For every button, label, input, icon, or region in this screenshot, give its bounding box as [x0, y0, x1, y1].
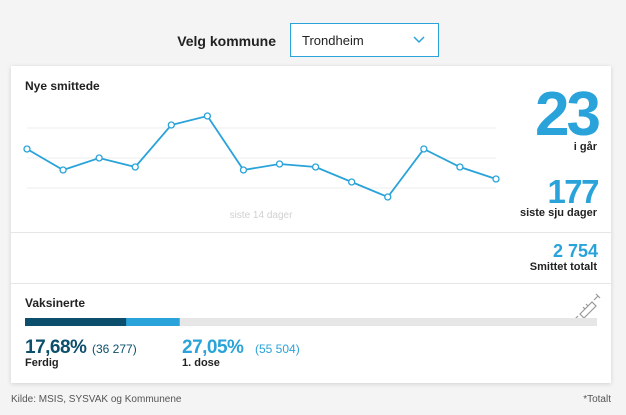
point	[239, 166, 248, 174]
source: Kilde: MSIS, SYSVAK og Kommunene	[11, 394, 182, 405]
point	[203, 112, 212, 120]
chevron[interactable]	[413, 36, 425, 44]
stat-value: 23	[535, 80, 599, 149]
point	[131, 163, 139, 171]
point	[95, 154, 103, 162]
plot	[23, 112, 500, 201]
point	[23, 145, 31, 153]
progress-track	[25, 318, 597, 326]
line	[26, 114, 497, 199]
x-axis-label: siste 14 dager	[230, 210, 293, 221]
point	[348, 178, 356, 186]
stat-value: 2 754	[553, 241, 598, 261]
selector-label: Velg kommune	[177, 33, 276, 49]
point	[167, 121, 175, 129]
section-title: Vaksinerte	[25, 296, 85, 310]
progress-bar	[25, 318, 127, 326]
point	[311, 163, 320, 171]
point	[420, 145, 428, 153]
chart-title: Nye smittede	[25, 79, 100, 93]
card	[11, 66, 611, 383]
stat-value: 177	[547, 173, 598, 210]
point	[275, 160, 284, 168]
count: (36 277)	[92, 342, 137, 356]
dropdown[interactable]: Trondheim	[290, 23, 439, 57]
point	[456, 163, 464, 171]
note: *Totalt	[583, 394, 611, 405]
dropdown-value[interactable]: Trondheim	[302, 33, 364, 48]
group-name: 1. dose	[182, 357, 220, 369]
percent: 17,68%	[25, 337, 87, 358]
group-name: Ferdig	[25, 357, 59, 369]
dropdown-box[interactable]	[290, 23, 439, 57]
point	[384, 193, 392, 201]
stat-caption: i går	[574, 141, 598, 153]
syringe-icon	[574, 293, 601, 320]
vaccination-bars	[25, 318, 180, 326]
stat-caption: Smittet totalt	[530, 261, 598, 273]
stat-caption: siste sju dager	[520, 207, 598, 219]
point	[59, 166, 67, 174]
count: (55 504)	[255, 342, 300, 356]
point	[492, 175, 500, 183]
percent: 27,05%	[182, 337, 244, 358]
